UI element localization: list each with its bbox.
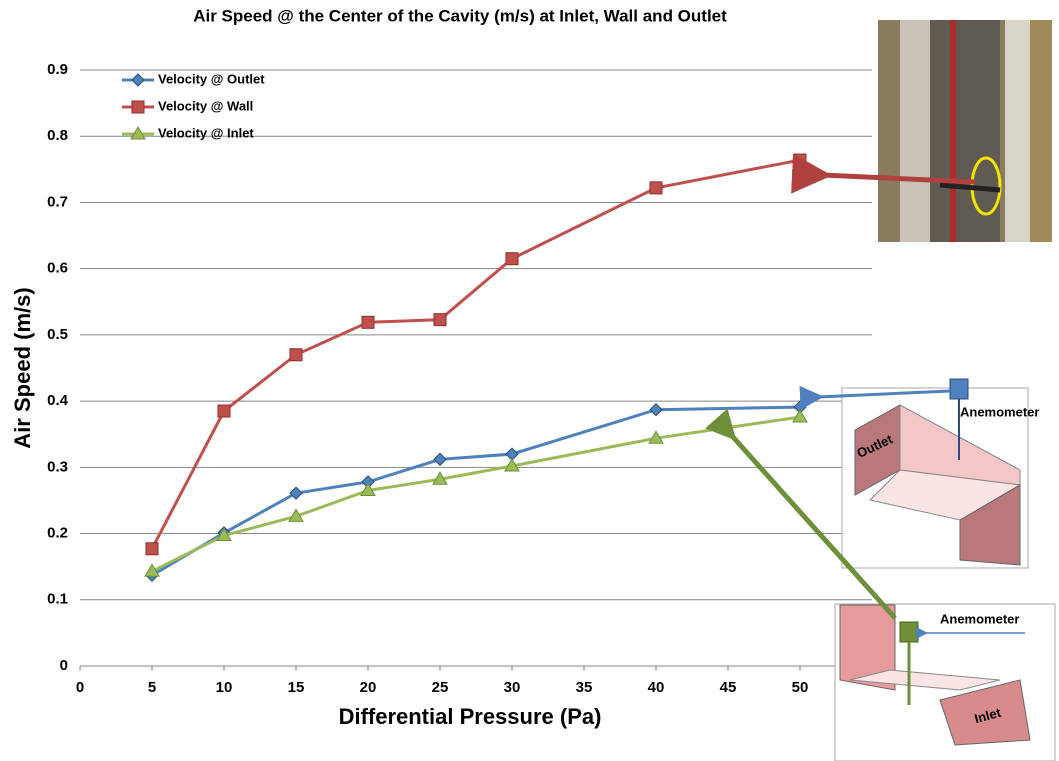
marker	[432, 471, 448, 485]
x-tick-label: 50	[792, 679, 809, 696]
marker	[433, 313, 447, 327]
marker	[433, 452, 447, 467]
x-axis-label: Differential Pressure (Pa)	[339, 704, 602, 729]
annotation: Anemometer	[960, 404, 1039, 419]
y-tick-label: 0.4	[47, 392, 69, 409]
x-tick-label: 35	[576, 679, 593, 696]
marker	[288, 508, 304, 522]
x-tick-label: 0	[76, 679, 84, 696]
marker	[289, 486, 303, 500]
annotation: Inlet	[973, 705, 1003, 727]
marker	[360, 482, 376, 497]
y-tick-label: 0.7	[47, 193, 68, 210]
x-tick-label: 40	[648, 679, 665, 696]
legend-label: Velocity @ Wall	[158, 98, 253, 113]
y-tick-label: 0.5	[47, 326, 68, 343]
legend-label: Velocity @ Outlet	[158, 71, 265, 86]
y-tick-label: 0.6	[47, 260, 68, 277]
x-tick-label: 30	[504, 679, 521, 696]
legend-label: Velocity @ Inlet	[158, 125, 254, 140]
marker	[144, 563, 160, 577]
photo-inset	[878, 20, 1052, 242]
outlet-diagram: Anemometer Outlet	[841, 378, 1039, 569]
arrow	[799, 385, 951, 410]
marker	[216, 527, 232, 542]
marker	[649, 403, 663, 417]
chart-title: Air Speed @ the Center of the Cavity (m/…	[193, 6, 727, 25]
y-tick-label: 0.8	[47, 127, 68, 144]
x-tick-label: 45	[720, 679, 737, 696]
x-tick-label: 20	[360, 679, 377, 696]
arrow	[791, 153, 976, 194]
y-tick-label: 0.9	[47, 61, 68, 78]
legend-marker	[130, 126, 146, 140]
series-line	[150, 158, 801, 550]
marker	[648, 430, 664, 444]
marker	[145, 542, 159, 556]
plot-area: 0 0.1 0.2 0.3 0.4 0.5 0.6 0.7 0.8 0.9 0 5 10 15 20 25 30…	[47, 61, 872, 696]
marker	[793, 153, 807, 167]
arrow	[705, 408, 897, 620]
y-tick-label: 0.2	[47, 525, 68, 542]
x-tick-label: 5	[148, 679, 156, 696]
series-line	[151, 405, 801, 577]
x-tick-label: 25	[432, 679, 449, 696]
x-tick-label: 10	[216, 679, 233, 696]
marker	[504, 458, 520, 472]
inlet-diagram: Anemometer Inlet	[834, 603, 1056, 761]
x-tick-label: 15	[288, 679, 305, 696]
series-line	[151, 415, 801, 573]
marker	[361, 315, 375, 329]
marker	[792, 409, 808, 423]
y-axis-label: Air Speed (m/s)	[10, 287, 35, 448]
y-tick-label: 0	[60, 657, 68, 674]
marker	[649, 181, 663, 195]
annotation: Anemometer	[940, 611, 1019, 626]
marker	[505, 252, 519, 266]
y-tick-label: 0.3	[47, 458, 68, 475]
y-tick-label: 0.1	[47, 591, 68, 608]
marker	[289, 348, 303, 362]
legend-marker	[131, 73, 145, 87]
marker	[217, 404, 231, 418]
legend-marker	[131, 100, 145, 114]
